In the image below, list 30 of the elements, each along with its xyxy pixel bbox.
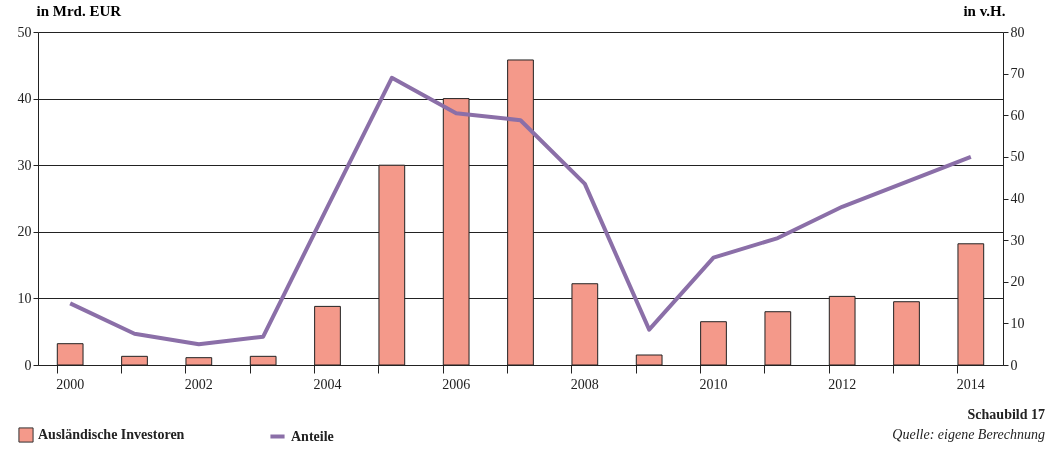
y-tick-label: 50 — [17, 24, 32, 40]
y-tick-label: 30 — [17, 157, 32, 173]
line-series — [68, 75, 973, 347]
y2-tick-label: 20 — [1010, 274, 1025, 290]
x-tick-label: 2000 — [56, 376, 85, 392]
y2-tick-label: 70 — [1010, 66, 1025, 82]
legend-label: Ausländische Investoren — [38, 427, 185, 442]
x-tick-label: 2012 — [828, 376, 857, 392]
source-note: Quelle: eigene Berechnung — [892, 427, 1045, 442]
y2-tick-label: 10 — [1010, 315, 1025, 331]
y-tick-label: 20 — [17, 224, 32, 240]
y2-axis-title: in v.H. — [963, 2, 1006, 19]
x-tick-label: 2010 — [699, 376, 728, 392]
x-tick-label: 2014 — [956, 376, 985, 392]
x-tick-label: 2004 — [313, 376, 342, 392]
legend-label: Anteile — [291, 428, 334, 444]
y2-tick-label: 50 — [1010, 149, 1025, 165]
y2-tick-label: 0 — [1010, 357, 1018, 373]
y-tick-label: 10 — [17, 290, 32, 306]
text: Schaubild 17 — [967, 407, 1045, 422]
y-tick-label: 0 — [24, 357, 32, 373]
y2-tick-label: 30 — [1010, 232, 1025, 248]
y2-tick-label: 40 — [1010, 191, 1025, 206]
x-tick-label: 2008 — [570, 376, 599, 392]
x-tick-label: 2006 — [442, 376, 471, 392]
y-axis-title: in Mrd. EUR — [36, 2, 122, 19]
y2-tick-label: 80 — [1010, 24, 1025, 40]
x-tick-label: 2002 — [184, 376, 213, 392]
y2-tick-label: 60 — [1010, 107, 1025, 123]
y-tick-label: 40 — [17, 91, 32, 107]
